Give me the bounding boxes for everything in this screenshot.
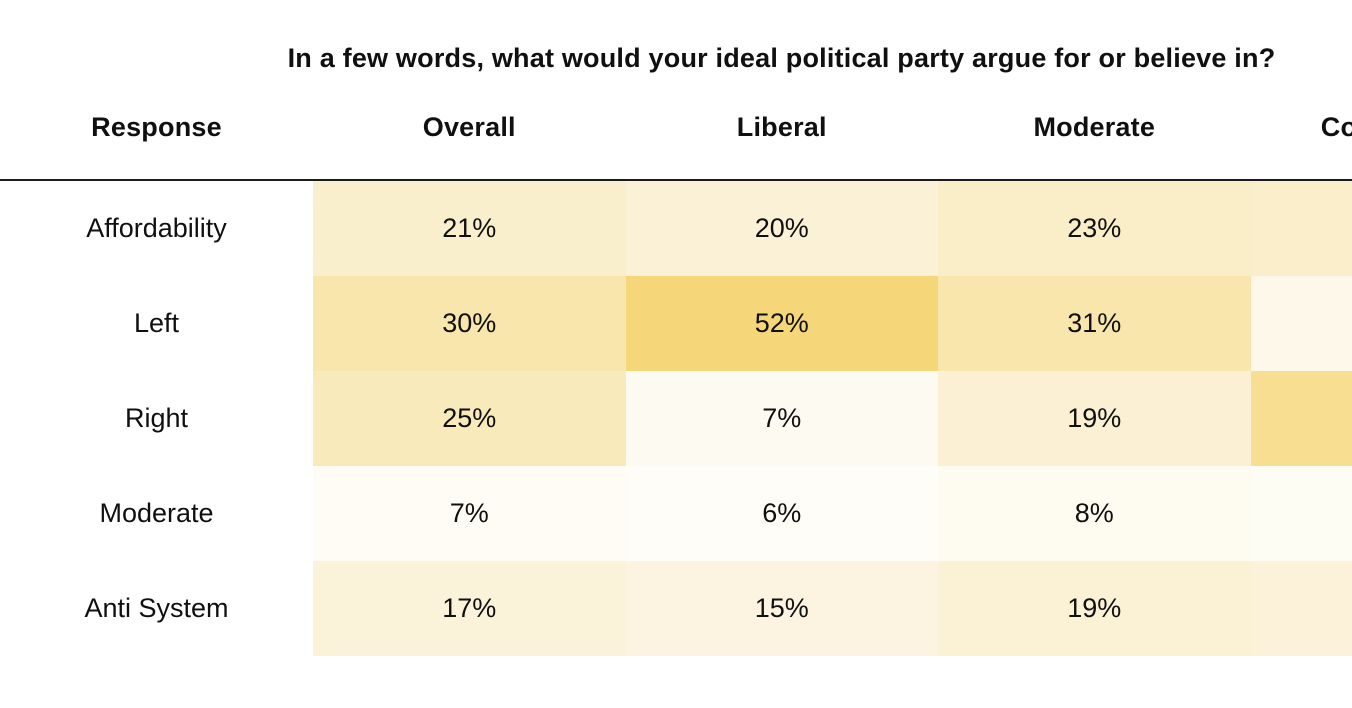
row-label-affordability: Affordability — [0, 181, 313, 276]
heatmap-cell: 31% — [938, 276, 1251, 371]
heatmap-cell — [1250, 181, 1352, 276]
heatmap-cell: 20% — [625, 181, 938, 276]
heatmap-cell: 8% — [938, 466, 1251, 561]
heatmap-cell: 30% — [313, 276, 626, 371]
row-label-right: Right — [0, 371, 313, 466]
column-header-liberal: Liberal — [736, 111, 827, 142]
table-row: Anti System 17% 15% 19% — [0, 561, 1352, 656]
table-row: Affordability 21% 20% 23% — [0, 181, 1352, 276]
heatmap-cell: 52% — [625, 276, 938, 371]
column-header-conservative: Conservative — [1320, 111, 1352, 142]
heatmap-cell: 25% — [313, 371, 626, 466]
heatmap-cell — [1250, 371, 1352, 466]
row-label-anti-system: Anti System — [0, 561, 313, 656]
heatmap-cell: 15% — [625, 561, 938, 656]
table-row: Right 25% 7% 19% — [0, 371, 1352, 466]
heatmap-cell: 19% — [938, 371, 1251, 466]
heatmap-cell — [1250, 466, 1352, 561]
heatmap-cell — [1250, 276, 1352, 371]
row-label-moderate: Moderate — [0, 466, 313, 561]
heatmap-cell: 7% — [625, 371, 938, 466]
heatmap-cell: 7% — [313, 466, 626, 561]
heatmap-cell: 17% — [313, 561, 626, 656]
heatmap-cell — [1250, 561, 1352, 656]
heatmap-cell: 6% — [625, 466, 938, 561]
table-row: Moderate 7% 6% 8% — [0, 466, 1352, 561]
table-row: Left 30% 52% 31% — [0, 276, 1352, 371]
column-header-response: Response — [91, 111, 222, 142]
table-header-row: Response Overall Liberal Moderate Conser… — [0, 75, 1352, 181]
row-label-left: Left — [0, 276, 313, 371]
heatmap-cell: 21% — [313, 181, 626, 276]
heatmap-cell: 19% — [938, 561, 1251, 656]
chart-title: In a few words, what would your ideal po… — [287, 43, 1276, 73]
column-header-overall: Overall — [422, 111, 516, 142]
heatmap-cell: 23% — [938, 181, 1251, 276]
column-header-moderate: Moderate — [1033, 111, 1156, 142]
